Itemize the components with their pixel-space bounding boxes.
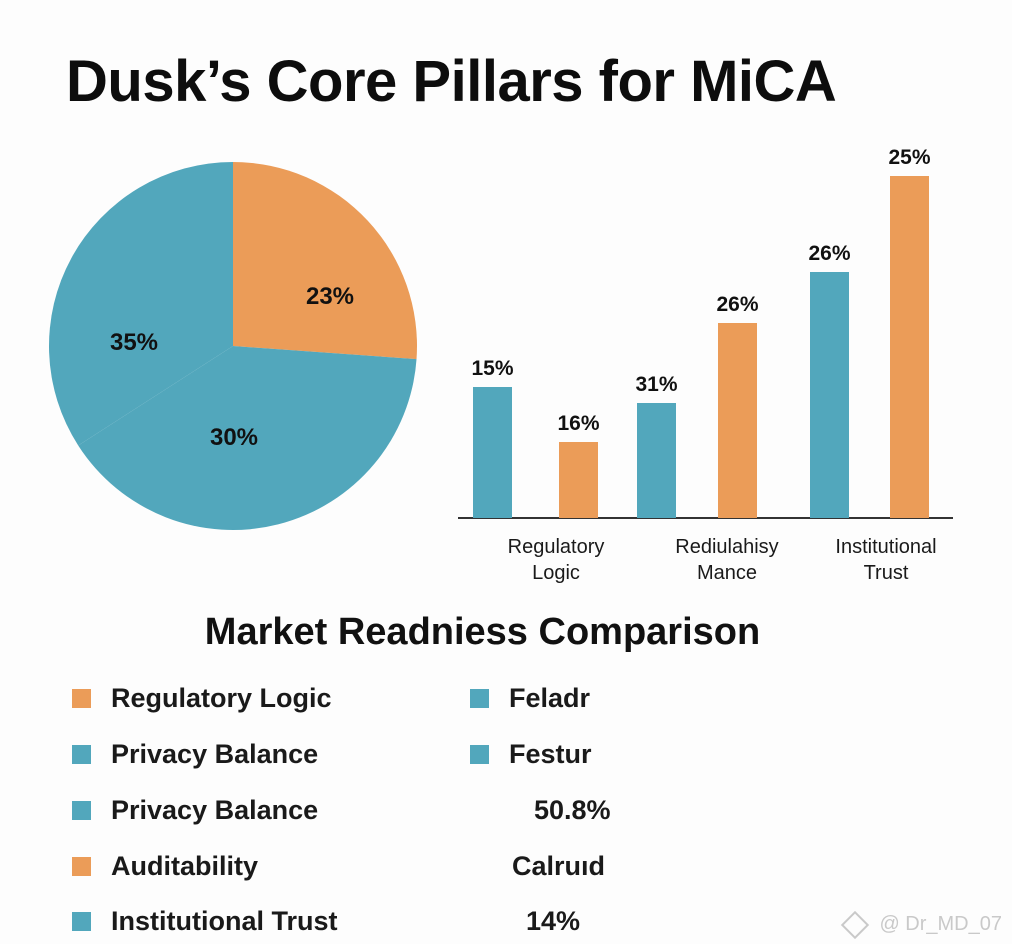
bar-value-label: 26%: [716, 293, 758, 316]
x-tick-label: Regulatory: [508, 536, 605, 558]
bar: [890, 176, 929, 518]
legend-label: Feladr: [509, 683, 591, 713]
legend-label: Festur: [509, 739, 592, 769]
bar-value-label: 15%: [471, 357, 513, 380]
legend-item-privacy-balance-2: Privacy Balance: [72, 795, 318, 826]
bar-value-label: 25%: [888, 146, 930, 169]
watermark: @ Dr_MD_07: [841, 910, 1002, 939]
legend-label: Institutional Trust: [111, 906, 338, 936]
legend-item-auditability: Auditability: [72, 851, 258, 882]
pie-slice: [78, 346, 417, 530]
stat-value: 50.8%: [534, 795, 611, 825]
pie-slice-label: 35%: [110, 329, 158, 356]
legend-item-feladr: Feladr: [470, 683, 590, 714]
legend-swatch: [470, 745, 489, 764]
bar: [718, 323, 757, 518]
legend-label: Regulatory Logic: [111, 683, 332, 713]
legend-item-institutional-trust: Institutional Trust: [72, 906, 338, 937]
legend-item-privacy-balance: Privacy Balance: [72, 739, 318, 770]
bar: [473, 387, 512, 518]
bar-value-label: 26%: [808, 242, 850, 265]
stat-value: 14%: [526, 906, 581, 936]
bar: [559, 442, 598, 518]
legend-swatch: [72, 857, 91, 876]
legend-label: Auditability: [111, 851, 258, 881]
pie-slice: [49, 162, 233, 446]
charts-canvas: 23% 35% 30% 15% 16% 31% 26% 26% 25% Regulatory Log…: [49, 146, 953, 584]
x-tick-label: Mance: [697, 562, 757, 584]
bar: [810, 272, 849, 518]
legend-swatch: [72, 689, 91, 708]
x-tick-label: Logic: [532, 562, 580, 584]
section-title: Market Readniess Comparison: [204, 611, 761, 653]
bar-value-label: 16%: [557, 412, 599, 435]
page-title: Dusk’s Core Pillars for MiCA: [66, 49, 837, 114]
legend-swatch: [72, 745, 91, 764]
bar-value-label: 31%: [635, 373, 677, 396]
x-tick-label: Rediulahisy: [675, 536, 778, 558]
x-tick-label: Trust: [864, 562, 909, 584]
legend-label: Privacy Balance: [111, 795, 319, 825]
bar: [637, 403, 676, 518]
watermark-text: @ Dr_MD_07: [879, 913, 1002, 935]
stat-value: Calruıd: [512, 851, 606, 881]
legend-item-festur: Festur: [470, 739, 592, 770]
legend-item-regulatory-logic: Regulatory Logic: [72, 683, 332, 714]
pie-slice: [233, 162, 417, 360]
diamond-logo-icon: [841, 910, 870, 939]
legend-swatch: [72, 912, 91, 931]
pie-slice-label: 23%: [306, 283, 354, 310]
x-tick-label: Institutional: [835, 536, 936, 558]
legend-swatch: [470, 689, 489, 708]
legend-label: Privacy Balance: [111, 739, 319, 769]
pie-slice-label: 30%: [210, 424, 258, 451]
legend-swatch: [72, 801, 91, 820]
